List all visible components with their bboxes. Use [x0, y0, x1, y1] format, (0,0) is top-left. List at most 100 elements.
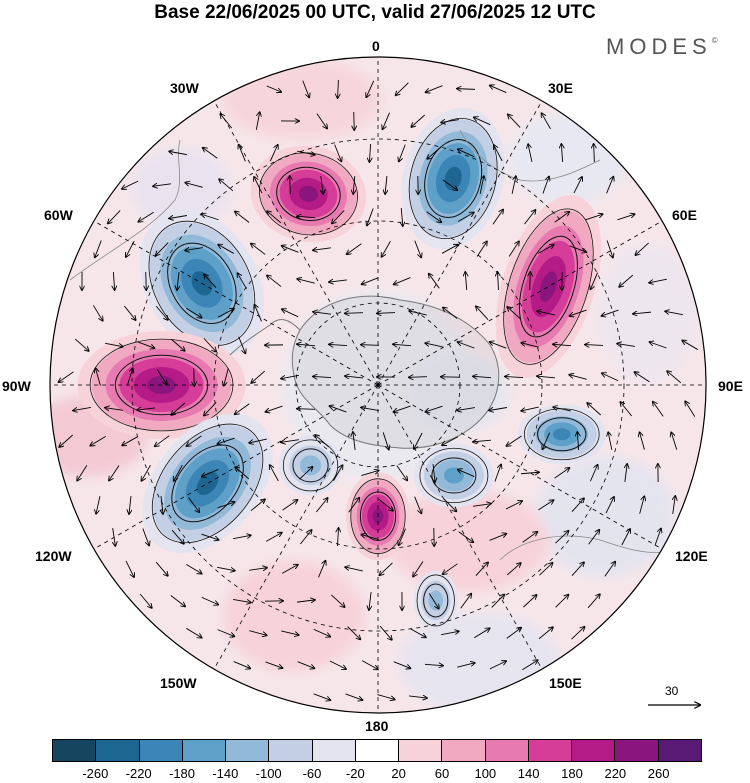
wind-arrow — [218, 245, 235, 254]
wind-arrow — [142, 528, 149, 546]
wind-arrow — [345, 567, 363, 572]
wind-arrow — [318, 561, 326, 578]
wind-arrow — [605, 497, 614, 514]
wind-arrow — [265, 405, 283, 412]
wind-arrow — [606, 177, 614, 194]
wind-arrow — [281, 374, 299, 378]
wind-arrow — [201, 596, 218, 604]
wind-arrow — [524, 210, 535, 225]
wind-arrow — [606, 240, 613, 257]
streamline-contour — [424, 139, 483, 218]
colorbar-cell — [572, 740, 616, 761]
wind-arrow — [414, 496, 422, 514]
wind-arrow — [329, 660, 346, 669]
wind-arrow — [265, 661, 283, 668]
wind-arrow — [330, 406, 347, 413]
wind-arrow — [542, 113, 551, 130]
wind-arrow — [639, 496, 645, 514]
wind-arrow — [396, 82, 409, 96]
wind-arrow — [425, 343, 443, 348]
wind-arrow — [458, 149, 475, 158]
wind-arrow — [233, 535, 251, 540]
meridian-line — [213, 384, 379, 670]
graticule — [50, 57, 706, 713]
wind-arrow — [315, 498, 327, 513]
wind-arrow — [238, 336, 246, 354]
wind-arrow — [460, 594, 472, 609]
wind-arrow — [186, 307, 201, 317]
wind-arrow — [96, 368, 101, 386]
wind-arrow — [537, 376, 556, 378]
wind-arrow — [282, 246, 299, 253]
wind-arrow — [538, 500, 553, 511]
wind-arrow — [428, 593, 439, 608]
lon-label-30w: 30W — [170, 80, 199, 96]
wind-arrow — [494, 465, 501, 482]
wind-arrow — [361, 660, 378, 670]
colorbar-tick-label: -20 — [345, 766, 365, 781]
wind-arrow — [281, 630, 299, 635]
background-anomaly — [535, 456, 676, 577]
wind-arrow — [505, 501, 522, 510]
negative-anomaly — [517, 404, 606, 465]
wind-arrow — [251, 244, 266, 255]
wind-arrow — [254, 305, 262, 322]
wind-arrow — [511, 176, 516, 194]
wind-arrow — [137, 408, 155, 410]
wind-arrow — [473, 440, 492, 442]
wind-arrow — [457, 89, 476, 90]
streamline-contour — [431, 457, 477, 494]
colorbar-cell — [53, 740, 97, 761]
wind-arrow — [489, 661, 506, 670]
wind-arrow — [297, 409, 316, 410]
wind-arrow — [217, 437, 235, 444]
colorbar-tick-label: 100 — [474, 766, 497, 781]
wind-arrow — [411, 114, 426, 127]
wind-arrow — [187, 435, 202, 446]
wind-arrow — [569, 309, 587, 316]
wind-arrow — [458, 469, 475, 477]
wind-arrow — [297, 216, 316, 217]
wind-arrow — [254, 177, 263, 194]
wind-arrow — [587, 403, 602, 416]
lon-label-120w: 120W — [35, 548, 72, 564]
wind-arrow — [521, 406, 539, 411]
wind-arrow — [409, 311, 427, 316]
wind-arrow — [185, 183, 203, 188]
wind-arrow — [577, 432, 578, 451]
wind-arrow — [201, 214, 219, 221]
wind-arrow — [185, 248, 203, 251]
wind-arrow — [126, 368, 132, 386]
wind-arrow — [522, 532, 538, 543]
wind-arrow — [369, 143, 370, 162]
wind-arrow — [554, 212, 570, 223]
wind-arrow — [217, 566, 235, 570]
wind-arrow — [523, 595, 536, 608]
lon-label-120e: 120E — [675, 548, 708, 564]
wind-arrow — [635, 242, 649, 255]
colorbar-tick-label: 60 — [434, 766, 450, 781]
wind-arrow — [108, 210, 121, 223]
wind-arrow — [126, 240, 135, 257]
wind-arrow — [555, 531, 568, 544]
wind-arrow — [394, 277, 411, 285]
colorbar-ticks: -260 -220 -180 -140 -100 -60 -20 20 60 100 140 180 2… — [52, 766, 702, 782]
wind-arrow — [348, 498, 360, 513]
wind-arrow — [537, 311, 555, 316]
wind-arrow — [602, 309, 619, 316]
wind-arrow — [491, 595, 504, 608]
wind-arrow — [473, 376, 492, 377]
negative-anomaly — [401, 107, 505, 250]
colorbar-cell — [355, 740, 400, 761]
wind-arrow — [594, 144, 595, 163]
wind-arrow — [473, 504, 491, 507]
wind-arrow — [353, 432, 355, 450]
meridian-line — [377, 100, 543, 386]
streamline-contour — [292, 448, 329, 483]
wind-arrow — [571, 562, 584, 577]
africa-coast — [459, 129, 601, 182]
colorbar-tick-label: 180 — [561, 766, 583, 781]
wind-arrow — [424, 664, 443, 665]
wind-arrow — [313, 248, 331, 250]
wind-arrow — [249, 438, 267, 443]
